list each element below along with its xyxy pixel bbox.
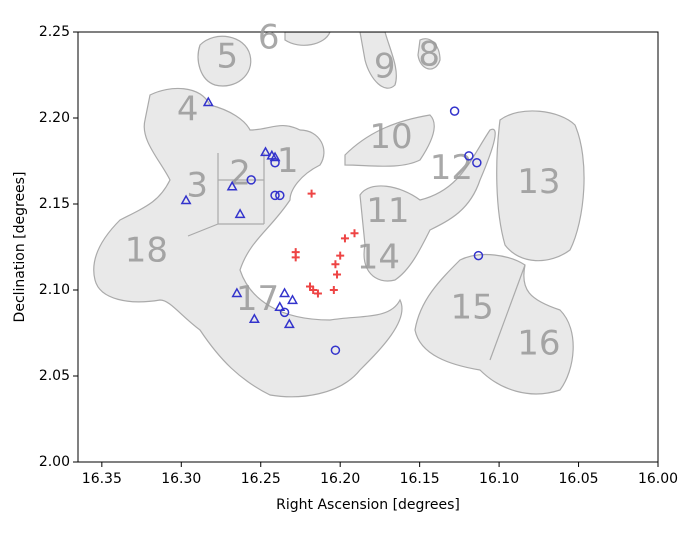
point [279, 307, 290, 318]
region-label: 9 [374, 47, 396, 87]
region-blob [417, 38, 441, 70]
point [246, 175, 256, 185]
point [449, 106, 460, 116]
x-tick-label: 16.10 [479, 471, 519, 487]
point [340, 234, 349, 243]
region-label: 12 [430, 148, 473, 188]
point [313, 289, 322, 298]
point [274, 301, 286, 311]
point [329, 286, 338, 294]
point [464, 151, 474, 161]
point [283, 318, 295, 329]
region-label: 18 [125, 231, 168, 271]
x-tick-label: 16.15 [400, 471, 440, 487]
point [234, 208, 246, 219]
region-label: 17 [236, 279, 279, 319]
region-label: 3 [186, 165, 208, 205]
point [226, 180, 238, 191]
point [279, 287, 291, 298]
y-tick-label: 2.25 [39, 24, 70, 40]
region-border [489, 264, 526, 361]
x-axis-label: Right Ascension [degrees] [276, 497, 460, 513]
x-tick-label: 16.05 [559, 471, 599, 487]
region-label: 11 [366, 191, 409, 231]
plot-frame [77, 31, 659, 463]
region-label: 16 [517, 324, 560, 364]
point [336, 251, 345, 260]
x-tick-label: 16.25 [241, 471, 281, 487]
y-tick-label: 2.10 [39, 282, 70, 298]
y-tick-label: 2.00 [39, 454, 70, 470]
point [291, 253, 300, 262]
region-blob [359, 128, 496, 282]
region-label: 5 [217, 36, 239, 76]
point [270, 190, 280, 201]
region-label: 2 [229, 153, 251, 193]
region-blob [284, 32, 331, 46]
point [287, 294, 299, 305]
y-axis-label: Declination [degrees] [12, 172, 28, 323]
point [350, 229, 359, 238]
x-tick-label: 16.30 [161, 471, 201, 487]
point [307, 189, 316, 198]
region-label: 15 [450, 287, 493, 327]
point [260, 146, 271, 157]
x-tick-label: 16.20 [320, 471, 360, 487]
point [473, 250, 484, 261]
y-tick-label: 2.20 [39, 110, 70, 126]
point [180, 194, 192, 205]
point [231, 287, 243, 298]
x-tick-label: 16.35 [82, 471, 122, 487]
point [331, 260, 340, 269]
point [202, 96, 214, 107]
y-tick-label: 2.15 [39, 196, 70, 212]
region-blob [197, 35, 252, 87]
point [330, 345, 341, 355]
region-label: 10 [369, 117, 412, 157]
point [269, 151, 281, 162]
region-label: 6 [258, 17, 280, 57]
region-label: 13 [517, 162, 560, 202]
region-label: 14 [357, 238, 400, 278]
point [333, 270, 342, 279]
region-border [187, 153, 265, 237]
region-label: 4 [177, 90, 199, 130]
point [275, 190, 285, 201]
region-label: 1 [277, 141, 299, 181]
region-label: 8 [418, 35, 440, 75]
point [472, 157, 482, 168]
region-blob [93, 87, 403, 398]
region-blob [359, 32, 397, 89]
point [248, 313, 260, 323]
point [309, 286, 318, 294]
regions [93, 32, 585, 398]
y-tick-label: 2.05 [39, 368, 70, 384]
point [270, 157, 280, 168]
region-blob [496, 110, 585, 262]
region-blob [344, 114, 435, 167]
x-tick-label: 16.00 [638, 471, 678, 487]
